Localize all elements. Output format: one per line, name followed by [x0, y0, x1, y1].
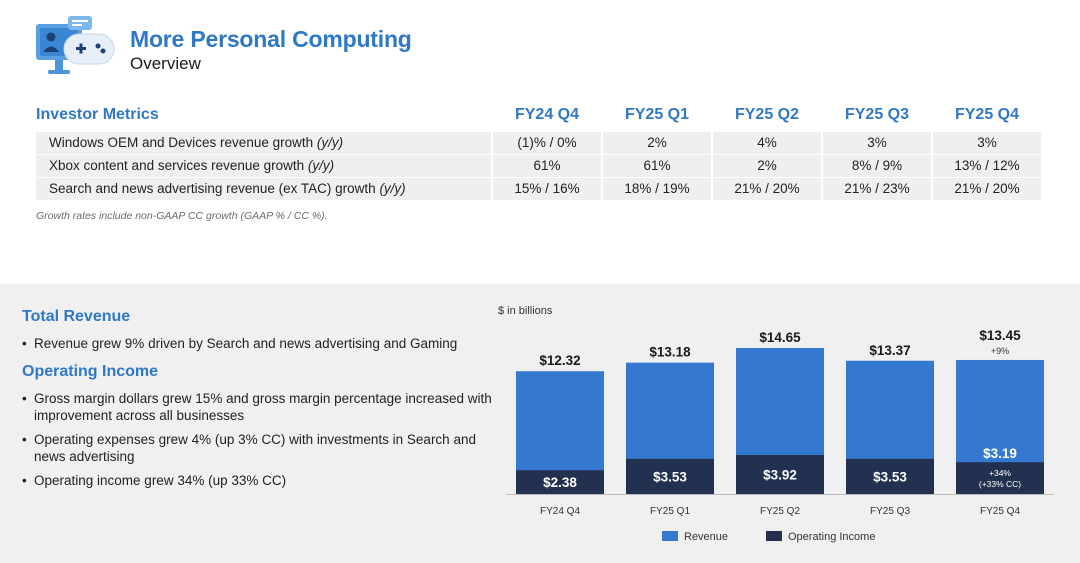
table-row: Search and news advertising revenue (ex … [36, 178, 1050, 200]
table-cell: 21% / 20% [713, 178, 821, 200]
operating-income-growth-annotation: (+33% CC) [979, 479, 1021, 489]
revenue-operating-income-chart: $ in billions $12.32 $2.38 FY24 Q4 $13.18 $3.… [498, 305, 1054, 543]
x-tick-label: FY25 Q3 [870, 506, 910, 517]
operating-income-data-label: $3.53 [653, 469, 687, 484]
revenue-data-label: $13.45 [979, 328, 1021, 343]
row-label-text: Windows OEM and Devices revenue growth [49, 135, 314, 150]
investor-metrics-table: Investor Metrics FY24 Q4 FY25 Q1 FY25 Q2… [36, 104, 1050, 200]
table-cell: 2% [603, 132, 711, 154]
list-item: Gross margin dollars grew 15% and gross … [22, 390, 492, 424]
revenue-data-label: $14.65 [759, 330, 801, 345]
operating-income-bar [626, 458, 714, 494]
list-item: Revenue grew 9% driven by Search and new… [22, 335, 492, 352]
operating-income-data-label: $3.53 [873, 469, 907, 484]
table-cell: 13% / 12% [933, 155, 1041, 177]
column-header: FY25 Q2 [734, 106, 800, 123]
table-cell: 21% / 23% [823, 178, 931, 200]
list-item: Operating income grew 34% (up 33% CC) [22, 472, 492, 489]
table-cell: 4% [713, 132, 821, 154]
table-cell: 21% / 20% [933, 178, 1041, 200]
table-cell: 18% / 19% [603, 178, 711, 200]
table-cell: 61% [493, 155, 601, 177]
column-header: FY25 Q4 [954, 106, 1020, 123]
row-label-text: Search and news advertising revenue (ex … [49, 181, 376, 196]
revenue-data-label: $13.37 [869, 343, 910, 358]
operating-income-heading: Operating Income [22, 363, 159, 380]
operating-income-bar [736, 454, 824, 494]
revenue-data-label: $13.18 [649, 345, 691, 360]
table-cell: 61% [603, 155, 711, 177]
total-revenue-heading: Total Revenue [22, 308, 131, 325]
legend-label-operating-income: Operating Income [788, 531, 875, 543]
table-row: Windows OEM and Devices revenue growth (… [36, 132, 1050, 154]
table-header-row: Investor Metrics FY24 Q4 FY25 Q1 FY25 Q2… [36, 104, 1050, 126]
row-label-suffix: (y/y) [316, 135, 344, 150]
row-label: Xbox content and services revenue growth… [36, 155, 491, 177]
table-cell: 3% [823, 132, 931, 154]
table-cell: 2% [713, 155, 821, 177]
row-label-suffix: (y/y) [307, 158, 335, 173]
table-cell: (1)% / 0% [493, 132, 601, 154]
operating-income-bar [516, 470, 604, 494]
column-header: FY24 Q4 [514, 106, 580, 123]
x-tick-label: FY25 Q2 [760, 506, 800, 517]
row-label-suffix: (y/y) [379, 181, 406, 196]
legend-label-revenue: Revenue [684, 531, 728, 543]
row-label: Windows OEM and Devices revenue growth (… [36, 132, 491, 154]
row-label: Search and news advertising revenue (ex … [36, 178, 491, 200]
revenue-data-label: $12.32 [539, 353, 580, 368]
page-title: More Personal Computing [130, 26, 412, 52]
operating-income-data-label: $2.38 [543, 475, 577, 490]
revenue-bullets: Revenue grew 9% driven by Search and new… [22, 335, 492, 359]
x-tick-label: FY25 Q1 [650, 506, 690, 517]
operating-income-bullets: Gross margin dollars grew 15% and gross … [22, 390, 492, 496]
column-header: FY25 Q1 [624, 106, 690, 123]
x-tick-label: FY24 Q4 [540, 506, 580, 517]
operating-income-data-label: $3.92 [763, 467, 797, 482]
x-tick-label: FY25 Q4 [980, 506, 1020, 517]
operating-income-data-label: $3.19 [983, 446, 1017, 461]
legend-swatch-operating-income [766, 531, 782, 541]
column-header: FY25 Q3 [844, 106, 910, 123]
legend-swatch-revenue [662, 531, 678, 541]
revenue-growth-annotation: +9% [991, 346, 1009, 356]
metrics-heading: Investor Metrics [36, 106, 159, 123]
operating-income-bar [956, 462, 1044, 494]
footnote: Growth rates include non-GAAP CC growth … [36, 210, 328, 222]
table-cell: 8% / 9% [823, 155, 931, 177]
table-cell: 3% [933, 132, 1041, 154]
operating-income-bar [846, 458, 934, 494]
unit-label: $ in billions [498, 305, 553, 317]
gaming-pc-icon [36, 16, 115, 74]
table-row: Xbox content and services revenue growth… [36, 155, 1050, 177]
page-subtitle: Overview [130, 54, 201, 73]
list-item: Operating expenses grew 4% (up 3% CC) wi… [22, 431, 492, 465]
table-cell: 15% / 16% [493, 178, 601, 200]
operating-income-growth-annotation: +34% [989, 468, 1011, 478]
row-label-text: Xbox content and services revenue growth [49, 158, 305, 173]
